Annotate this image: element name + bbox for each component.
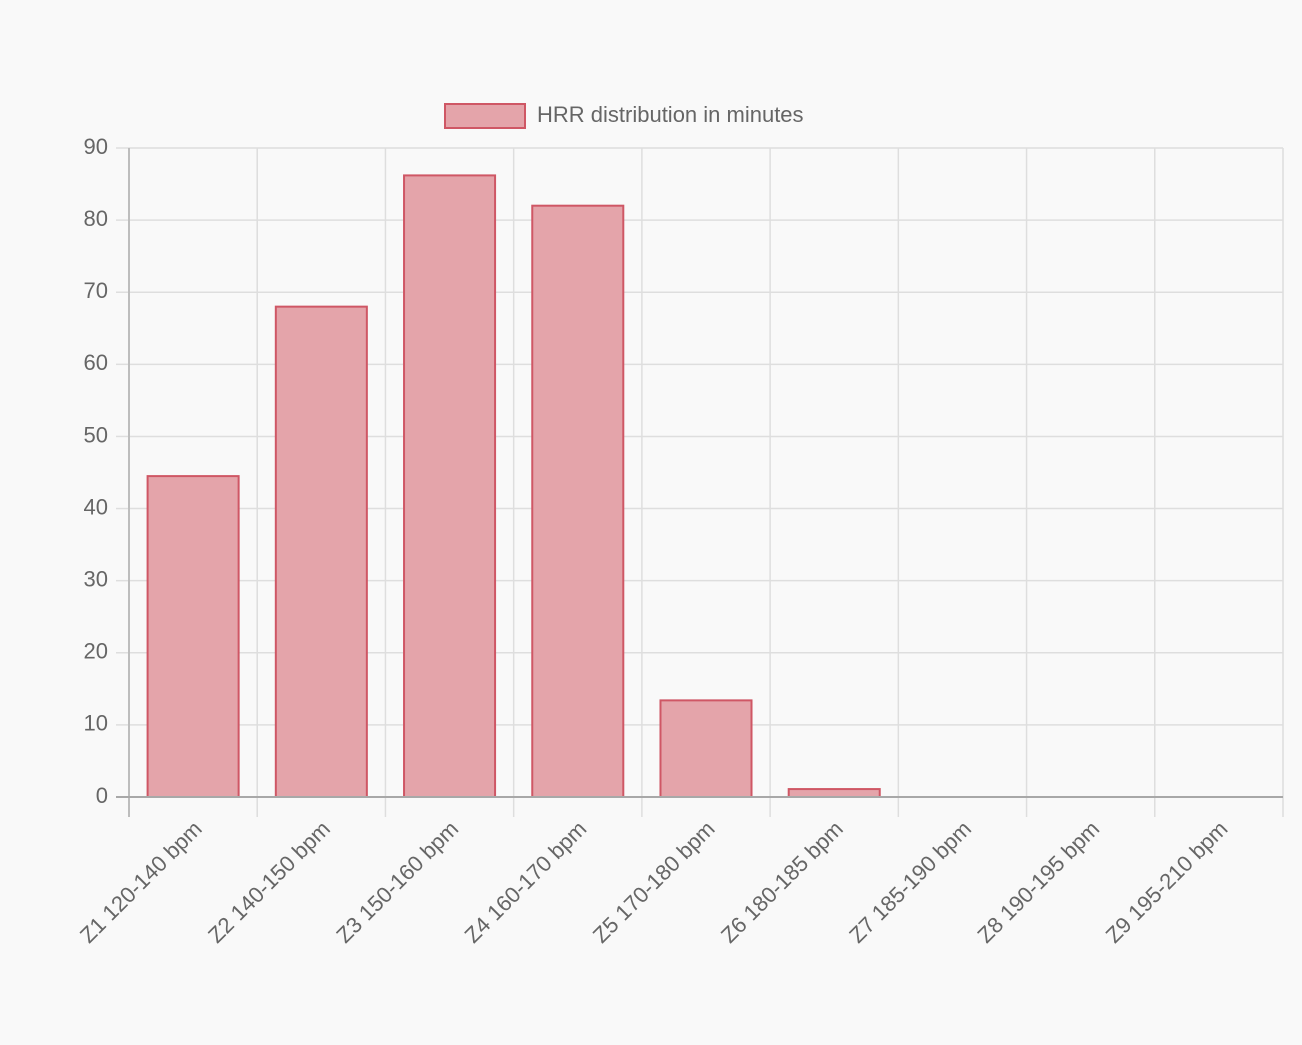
y-tick-label: 20	[84, 639, 108, 664]
y-tick-label: 0	[96, 783, 108, 808]
legend-label[interactable]: HRR distribution in minutes	[537, 102, 804, 127]
y-tick-label: 50	[84, 422, 108, 447]
x-tick-label: Z9 195-210 bpm	[1101, 816, 1233, 948]
axes	[116, 148, 1283, 817]
legend[interactable]: HRR distribution in minutes	[444, 102, 804, 129]
bar[interactable]	[659, 699, 753, 798]
x-tick-label: Z5 170-180 bpm	[588, 816, 720, 948]
bars	[146, 174, 881, 798]
x-tick-label: Z4 160-170 bpm	[460, 816, 592, 948]
x-tick-label: Z7 185-190 bpm	[844, 816, 976, 948]
x-tick-label: Z6 180-185 bpm	[716, 816, 848, 948]
y-tick-label: 80	[84, 206, 108, 231]
bar[interactable]	[787, 788, 881, 798]
bar[interactable]	[146, 475, 240, 798]
bar[interactable]	[274, 305, 368, 798]
y-tick-label: 10	[84, 711, 108, 736]
y-tick-label: 90	[84, 134, 108, 159]
y-tick-label: 60	[84, 350, 108, 375]
legend-swatch[interactable]	[444, 103, 526, 129]
x-tick-label: Z2 140-150 bpm	[203, 816, 335, 948]
y-tick-labels: 0 10 20 30 40 50 60 70 80 90	[84, 134, 108, 808]
x-tick-label: Z8 190-195 bpm	[972, 816, 1104, 948]
bar[interactable]	[531, 204, 625, 798]
y-tick-label: 40	[84, 494, 108, 519]
y-tick-label: 70	[84, 278, 108, 303]
y-tick-label: 30	[84, 566, 108, 591]
x-tick-label: Z1 120-140 bpm	[75, 816, 207, 948]
x-tick-label: Z3 150-160 bpm	[331, 816, 463, 948]
bar[interactable]	[403, 174, 497, 798]
